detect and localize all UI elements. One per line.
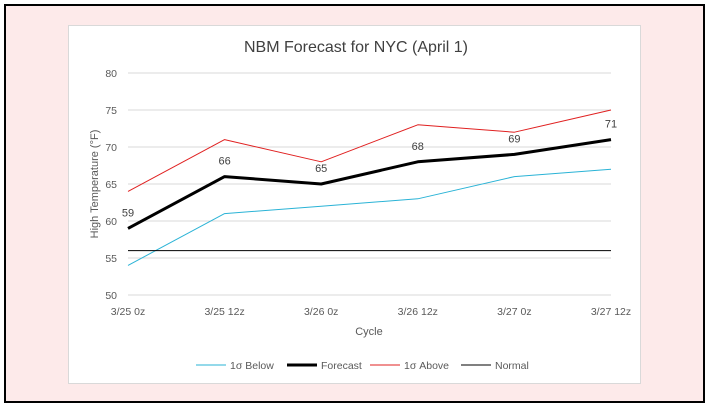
x-tick-label: 3/25 0z: [111, 306, 145, 318]
series-line-1-below: [127, 168, 612, 266]
gridlines: [128, 72, 611, 296]
series-lines: [127, 109, 612, 266]
x-tick-label: 3/27 0z: [497, 306, 531, 318]
y-tick-label: 80: [105, 68, 117, 80]
x-tick-label: 3/26 12z: [398, 306, 438, 318]
data-label: 68: [412, 141, 424, 153]
chart-title: NBM Forecast for NYC (April 1): [244, 39, 468, 56]
legend-label: 1σ Above: [404, 360, 449, 372]
y-tick-label: 75: [105, 105, 117, 117]
y-tick-label: 55: [105, 253, 117, 265]
chart-area: [68, 25, 641, 384]
x-tick-label: 3/26 0z: [304, 306, 338, 318]
legend-label: Normal: [495, 360, 529, 372]
data-label: 71: [605, 119, 617, 131]
x-tick-labels: 3/25 0z 3/25 12z 3/26 0z 3/26 12z 3/27 0z 3/2…: [111, 306, 631, 318]
series-line-forecast: [127, 138, 612, 230]
y-tick-label: 60: [105, 216, 117, 228]
data-label: 66: [218, 156, 230, 168]
y-tick-label: 70: [105, 142, 117, 154]
legend-label: 1σ Below: [230, 360, 274, 372]
y-axis-title: High Temperature (°F): [89, 130, 101, 239]
series-line-1-above: [127, 109, 612, 192]
legend: 1σ Below Forecast 1σ Above Normal: [196, 360, 529, 372]
data-label: 65: [315, 163, 327, 175]
y-tick-label: 65: [105, 179, 117, 191]
y-tick-labels: 50 55 60 65 70 75 80: [105, 68, 117, 302]
x-tick-label: 3/25 12z: [204, 306, 244, 318]
y-tick-label: 50: [105, 290, 117, 302]
legend-label: Forecast: [321, 360, 362, 372]
data-labels: 59 66 65 68 69 71: [122, 119, 617, 220]
data-label: 59: [122, 207, 134, 219]
x-axis-title: Cycle: [355, 326, 383, 338]
x-tick-label: 3/27 12z: [591, 306, 631, 318]
data-label: 69: [508, 133, 520, 145]
